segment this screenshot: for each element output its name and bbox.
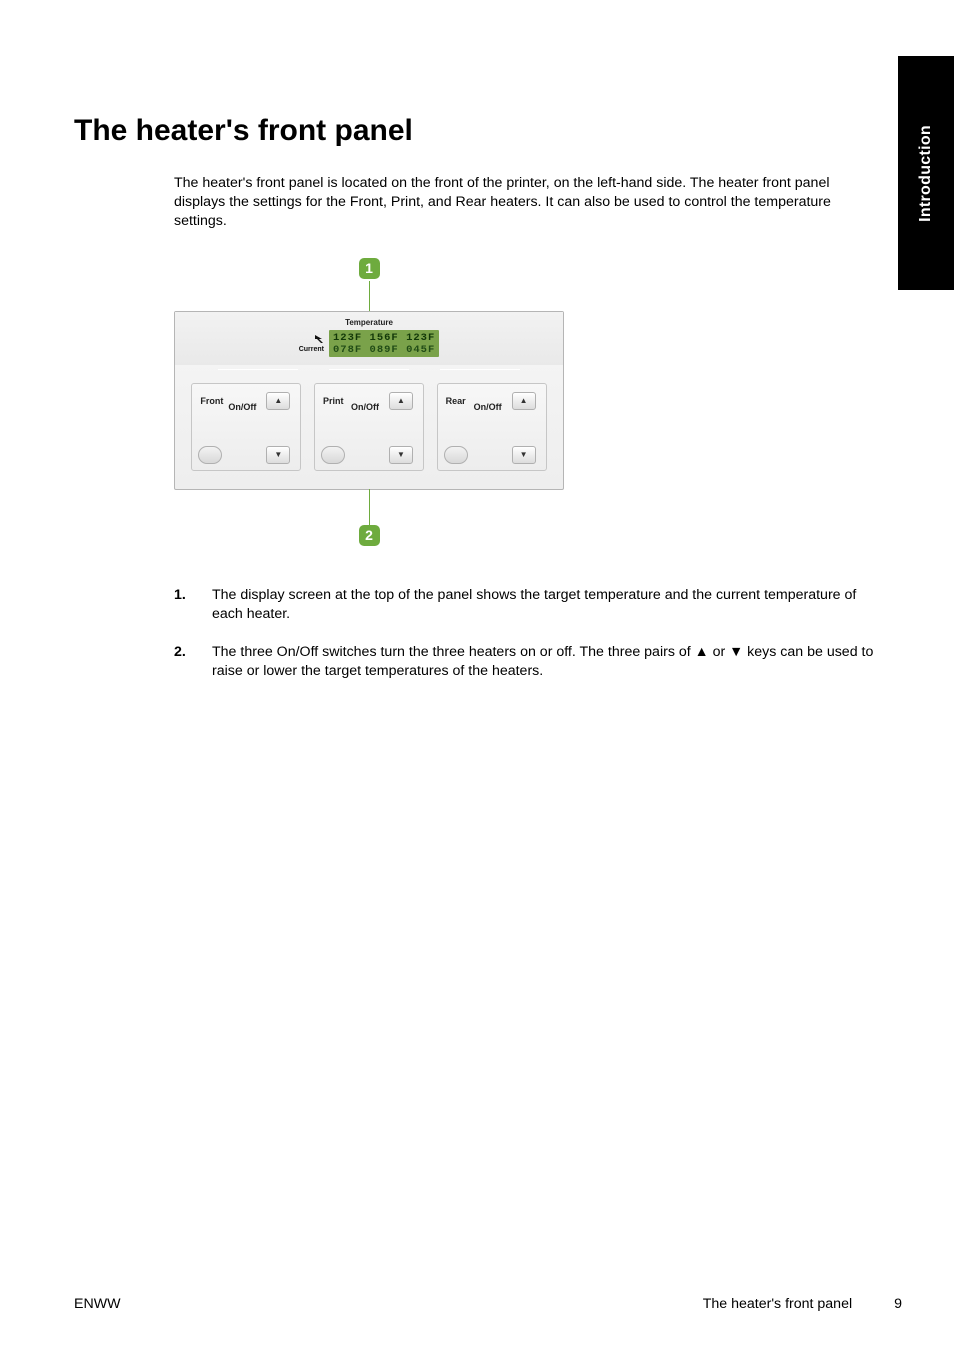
zone-print: Print ▲ ▼ On/Off <box>314 383 424 471</box>
zone-print-onoff-label: On/Off <box>351 402 417 412</box>
zone-front-down[interactable]: ▼ <box>266 446 290 464</box>
callout-2-line <box>369 489 370 525</box>
zone-rear-onoff-label: On/Off <box>474 402 540 412</box>
zone-rear-onoff-rocker[interactable] <box>444 446 468 464</box>
zone-front-onoff-rocker[interactable] <box>198 446 222 464</box>
zone-front-onoff-label: On/Off <box>228 402 294 412</box>
side-tab: Introduction <box>898 56 954 290</box>
callout-1-bubble: 1 <box>359 258 380 279</box>
intro-paragraph: The heater's front panel is located on t… <box>174 174 880 232</box>
list-item: 2. The three On/Off switches turn the th… <box>174 643 880 682</box>
callout-2-bubble: 2 <box>359 525 380 546</box>
lcd-current-front: 078F <box>333 344 362 356</box>
lcd-target-print: 156F <box>370 332 399 344</box>
callout-1-number: 1 <box>365 260 373 276</box>
zone-rear-down[interactable]: ▼ <box>512 446 536 464</box>
zone-front: Front ▲ ▼ On/Off <box>191 383 301 471</box>
list-item: 1. The display screen at the top of the … <box>174 586 880 625</box>
current-label: Current <box>299 346 324 353</box>
callout-2-number: 2 <box>365 527 373 543</box>
zone-print-onoff-rocker[interactable] <box>321 446 345 464</box>
footer-left: ENWW <box>74 1296 121 1312</box>
lcd-target-rear: 123F <box>406 332 435 344</box>
heater-panel-diagram: 1 Temperature Current <box>174 258 564 546</box>
lcd-display: 123F 156F 123F 078F 089F 045F <box>329 330 439 357</box>
panel-divider <box>175 365 563 375</box>
lcd-current-rear: 045F <box>406 344 435 356</box>
list-item-text: The display screen at the top of the pan… <box>212 586 880 625</box>
numbered-list: 1. The display screen at the top of the … <box>174 586 880 682</box>
list-item-number: 1. <box>174 586 190 625</box>
footer-center: The heater's front panel <box>703 1296 852 1312</box>
lcd-target-front: 123F <box>333 332 362 344</box>
list-item-text: The three On/Off switches turn the three… <box>212 643 880 682</box>
lcd-current-print: 089F <box>370 344 399 356</box>
heater-panel-body: Temperature Current 123F <box>174 311 564 490</box>
page-title: The heater's front panel <box>74 114 880 148</box>
footer-page-number: 9 <box>894 1296 902 1312</box>
page-footer: ENWW The heater's front panel 9 <box>74 1296 902 1312</box>
zone-print-down[interactable]: ▼ <box>389 446 413 464</box>
target-arrow-icon <box>314 334 324 344</box>
list-item-number: 2. <box>174 643 190 682</box>
switch-row: Front ▲ ▼ On/Off Print ▲ ▼ On/Off <box>175 375 563 489</box>
temperature-heading: Temperature <box>175 318 563 327</box>
callout-1-line <box>369 281 370 311</box>
zone-rear: Rear ▲ ▼ On/Off <box>437 383 547 471</box>
side-tab-label: Introduction <box>917 125 935 222</box>
